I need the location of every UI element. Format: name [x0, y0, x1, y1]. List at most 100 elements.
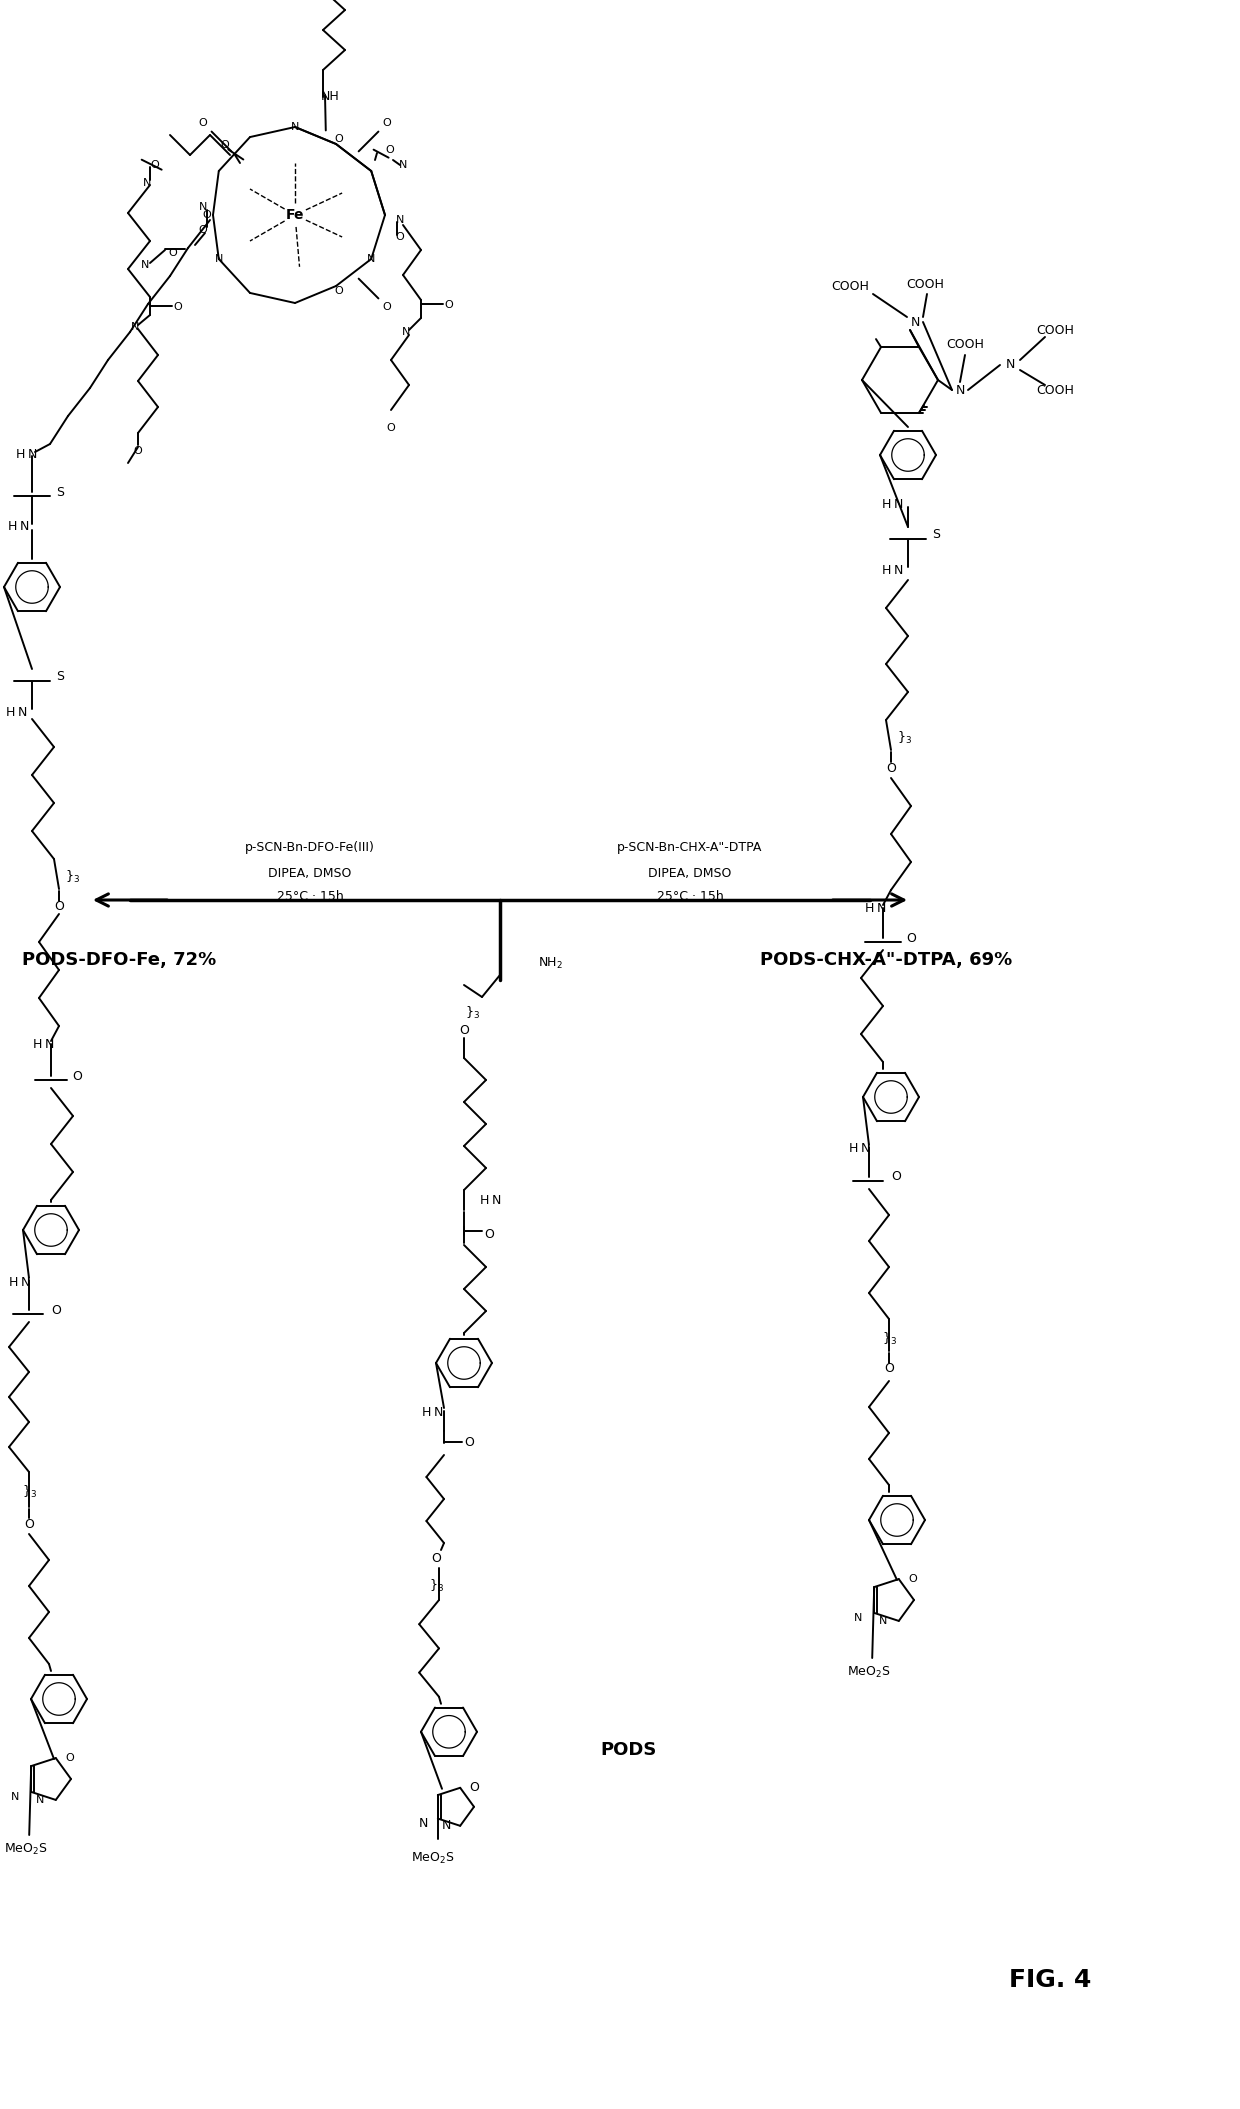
Text: COOH: COOH: [831, 280, 869, 293]
Text: N: N: [45, 1038, 53, 1050]
Text: N: N: [419, 1818, 429, 1831]
Text: H: H: [864, 901, 874, 915]
Text: H: H: [7, 521, 16, 534]
Text: COOH: COOH: [1037, 384, 1074, 396]
Text: O: O: [906, 932, 916, 945]
Text: PODS: PODS: [600, 1742, 656, 1759]
Text: N: N: [20, 1276, 30, 1289]
Text: COOH: COOH: [946, 340, 983, 352]
Text: O: O: [169, 249, 177, 257]
Text: N: N: [198, 202, 207, 213]
Text: NH: NH: [321, 91, 340, 103]
Text: COOH: COOH: [1037, 323, 1074, 337]
Text: }$_3$: }$_3$: [897, 730, 911, 747]
Text: O: O: [51, 1303, 61, 1316]
Text: p-SCN-Bn-DFO-Fe(III): p-SCN-Bn-DFO-Fe(III): [246, 841, 374, 854]
Text: H: H: [5, 707, 15, 719]
Text: O: O: [469, 1782, 479, 1795]
Text: MeO$_2$S: MeO$_2$S: [5, 1841, 48, 1856]
Text: N: N: [367, 253, 376, 264]
Text: O: O: [198, 118, 207, 129]
Text: O: O: [887, 761, 897, 774]
Text: N: N: [433, 1407, 443, 1419]
Text: H: H: [32, 1038, 42, 1050]
Text: O: O: [445, 299, 454, 310]
Text: N: N: [854, 1613, 862, 1624]
Text: 25°C · 15h: 25°C · 15h: [277, 890, 343, 903]
Text: PODS-CHX-A"-DTPA, 69%: PODS-CHX-A"-DTPA, 69%: [760, 951, 1012, 968]
Text: O: O: [66, 1753, 74, 1763]
Text: O: O: [335, 133, 343, 143]
Text: }$_3$: }$_3$: [882, 1331, 897, 1348]
Text: O: O: [386, 146, 394, 154]
Text: N: N: [396, 215, 404, 226]
Text: O: O: [909, 1573, 918, 1584]
Text: O: O: [884, 1362, 894, 1375]
Text: }$_3$: }$_3$: [21, 1485, 36, 1499]
Text: FIG. 4: FIG. 4: [1009, 1968, 1091, 1993]
Text: N: N: [491, 1194, 501, 1206]
Text: }$_3$: }$_3$: [429, 1578, 444, 1594]
Text: O: O: [383, 118, 392, 129]
Text: O: O: [72, 1069, 82, 1082]
Text: O: O: [202, 211, 211, 219]
Text: O: O: [459, 1023, 469, 1036]
Text: PODS-DFO-Fe, 72%: PODS-DFO-Fe, 72%: [22, 951, 216, 968]
Text: O: O: [198, 226, 207, 234]
Text: p-SCN-Bn-CHX-A"-DTPA: p-SCN-Bn-CHX-A"-DTPA: [618, 841, 763, 854]
Text: O: O: [464, 1436, 474, 1449]
Text: }$_3$: }$_3$: [64, 869, 79, 886]
Text: O: O: [150, 160, 160, 171]
Text: H: H: [882, 563, 890, 576]
Text: }$_3$: }$_3$: [465, 1006, 480, 1021]
Text: O: O: [387, 424, 396, 432]
Text: H: H: [882, 498, 890, 512]
Text: O: O: [134, 445, 143, 456]
Text: O: O: [383, 302, 392, 312]
Text: N: N: [11, 1793, 20, 1801]
Text: O: O: [396, 232, 404, 243]
Text: MeO$_2$S: MeO$_2$S: [847, 1664, 892, 1679]
Text: O: O: [174, 302, 182, 312]
Text: S: S: [56, 485, 64, 498]
Text: H: H: [480, 1194, 489, 1206]
Text: N: N: [877, 901, 885, 915]
Text: S: S: [56, 671, 64, 683]
Text: Fe: Fe: [285, 209, 304, 221]
Text: N: N: [910, 316, 920, 329]
Text: DIPEA, DMSO: DIPEA, DMSO: [268, 867, 352, 879]
Text: N: N: [27, 447, 37, 460]
Text: NH$_2$: NH$_2$: [538, 955, 563, 970]
Text: N: N: [1006, 359, 1014, 371]
Text: MeO$_2$S: MeO$_2$S: [410, 1852, 455, 1866]
Text: N: N: [291, 122, 299, 133]
Text: H: H: [15, 447, 25, 460]
Text: N: N: [130, 323, 139, 331]
Text: 25°C · 15h: 25°C · 15h: [657, 890, 723, 903]
Text: N: N: [17, 707, 27, 719]
Text: N: N: [879, 1615, 887, 1626]
Text: N: N: [20, 521, 29, 534]
Text: N: N: [36, 1795, 43, 1805]
Text: COOH: COOH: [906, 278, 944, 291]
Text: O: O: [55, 901, 64, 913]
Text: N: N: [141, 259, 149, 270]
Text: N: N: [399, 160, 407, 171]
Text: N: N: [441, 1820, 451, 1833]
Text: O: O: [484, 1230, 494, 1242]
Text: N: N: [955, 384, 965, 396]
Text: N: N: [893, 563, 903, 576]
Text: N: N: [893, 498, 903, 512]
Text: H: H: [848, 1143, 858, 1156]
Text: H: H: [9, 1276, 17, 1289]
Text: O: O: [335, 287, 343, 295]
Text: N: N: [861, 1143, 869, 1156]
Text: N: N: [402, 327, 410, 337]
Text: O: O: [432, 1552, 441, 1565]
Text: N: N: [215, 253, 223, 264]
Text: O: O: [24, 1518, 33, 1531]
Text: DIPEA, DMSO: DIPEA, DMSO: [649, 867, 732, 879]
Text: S: S: [932, 529, 940, 542]
Text: H: H: [422, 1407, 430, 1419]
Text: O: O: [892, 1170, 901, 1183]
